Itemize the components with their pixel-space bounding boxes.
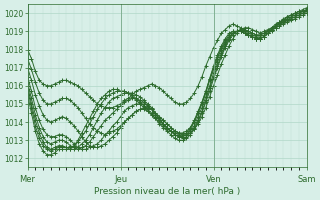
X-axis label: Pression niveau de la mer( hPa ): Pression niveau de la mer( hPa ) [94, 187, 240, 196]
